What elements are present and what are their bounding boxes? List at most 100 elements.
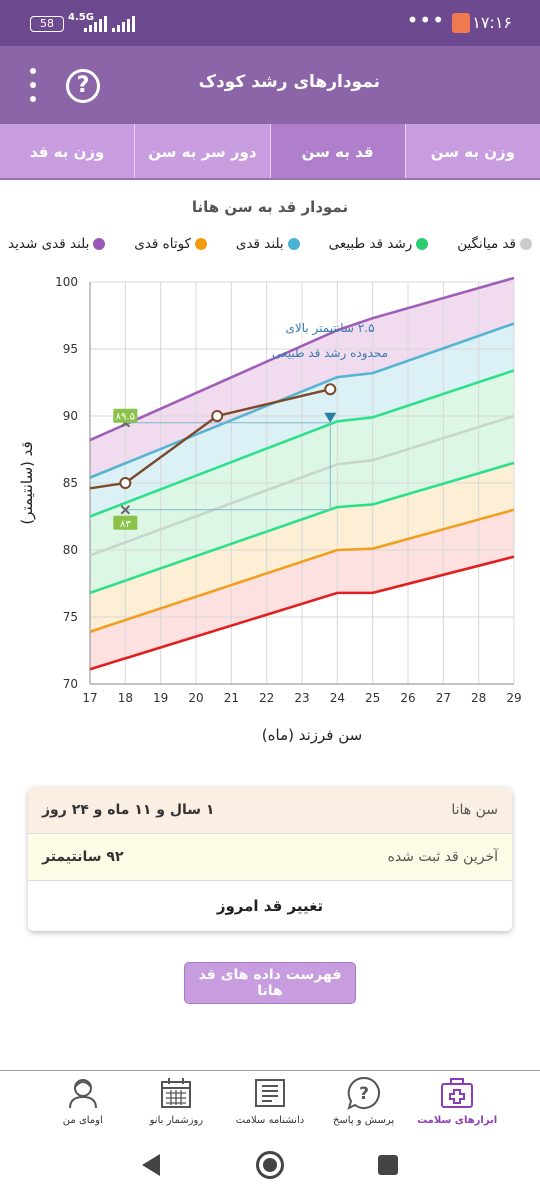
signal-icon — [84, 16, 107, 32]
height-for-age-chart: 17 18 19 20 21 22 23 24 25 26 27 28 29 70 75 80 85 90 95 10… — [18, 275, 522, 744]
last-height-value: ۹۲ سانتیمتر — [42, 849, 124, 865]
tab-weight-for-height[interactable]: وزن به قد — [29, 143, 105, 161]
y-tick-label: 95 — [63, 342, 78, 356]
legend-label: بلند قدی — [235, 236, 284, 252]
chart-legend: بلند قدی شدید کوتاه قدی بلند قدی رشد قد … — [8, 236, 532, 252]
annotation-text-line1: ۲.۵ سانتیمتر بالای — [285, 321, 374, 336]
child-height-point — [324, 383, 337, 396]
nav-health-tools[interactable]: ابزارهای سلامت — [415, 1071, 499, 1141]
medical-kit-icon — [441, 1078, 474, 1108]
age-value: ۱ سال و ۱۱ ماه و ۲۴ روز — [42, 802, 215, 818]
nav-label: اومای من — [62, 1115, 103, 1126]
y-tick-label: 80 — [63, 543, 78, 557]
marker-tag-label: ۸۳ — [120, 519, 131, 530]
recents-icon[interactable] — [378, 1155, 398, 1175]
network-type: 4.5G — [68, 12, 94, 23]
nav-label: دانشنامه سلامت — [235, 1115, 305, 1126]
x-tick-label: 21 — [224, 691, 239, 705]
x-tick-label: 20 — [188, 691, 203, 705]
encyclopedia-icon — [254, 1079, 285, 1107]
marker-tag — [113, 515, 138, 530]
x-tick-label: 23 — [294, 691, 309, 705]
legend-item-average: قد میانگین — [457, 236, 532, 252]
shield-notification-icon — [452, 13, 470, 33]
change-height-button[interactable]: تغییر قد امروز — [28, 881, 512, 931]
legend-label: رشد قد طبیعی — [328, 236, 413, 252]
reference-line-normal-lower — [89, 461, 515, 595]
page-title: نمودارهای رشد کودک — [198, 72, 380, 92]
more-notifications-icon: ••• — [406, 8, 445, 32]
x-tick-label: 22 — [259, 691, 274, 705]
calendar-icon — [161, 1078, 192, 1108]
reference-line-very-tall — [89, 276, 515, 442]
status-time: ۱۷:۱۶ — [472, 13, 512, 32]
nav-label: روزشمار بانو — [149, 1115, 204, 1126]
child-height-line — [89, 388, 331, 490]
x-tick-label: 27 — [436, 691, 451, 705]
child-height-point — [211, 410, 224, 422]
change-height-label: تغییر قد امروز — [216, 897, 324, 915]
chart-title: نمودار قد به سن هانا — [191, 198, 349, 216]
age-label: سن هانا — [451, 802, 498, 818]
tab-head-for-age[interactable]: دور سر به سن — [134, 124, 269, 180]
nav-profile[interactable]: اومای من — [41, 1071, 125, 1141]
signal-2-icon — [112, 16, 135, 32]
x-tick-label: 17 — [82, 691, 97, 705]
nav-questions[interactable]: ? پرسش و پاسخ — [322, 1071, 406, 1141]
marker-cross-icon — [120, 505, 131, 515]
nav-encyclopedia[interactable]: دانشنامه سلامت — [228, 1071, 312, 1141]
back-icon[interactable] — [142, 1154, 160, 1176]
reference-line-short — [89, 508, 515, 633]
x-tick-label: 28 — [471, 691, 486, 705]
reference-line-tall — [89, 322, 515, 479]
legend-item-tall: بلند قدی — [236, 236, 300, 252]
y-tick-label: 90 — [63, 409, 78, 423]
home-icon[interactable] — [256, 1151, 284, 1179]
bottom-nav: ابزارهای سلامت ? پرسش و پاسخ دانشنامه سل… — [0, 1071, 540, 1141]
x-tick-label: 25 — [365, 691, 380, 705]
tab-height-for-age[interactable]: قد به سن — [269, 124, 405, 180]
app-bar: نمودارهای رشد کودک ? — [0, 46, 540, 124]
nav-label: ابزارهای سلامت — [417, 1115, 498, 1126]
y-tick-label: 70 — [63, 677, 78, 691]
tabs-divider — [0, 178, 540, 180]
legend-dot-icon — [93, 238, 106, 250]
x-tick-label: 29 — [506, 691, 521, 705]
tab-weight-for-age[interactable]: وزن به سن — [404, 124, 540, 180]
reference-line-normal-upper — [89, 369, 515, 518]
annotation-text-line2: محدوده رشد قد طبیعی — [272, 346, 388, 361]
child-height-point — [119, 477, 132, 489]
status-bar: ۱۷:۱۶ ••• 58 4.5G — [0, 0, 540, 46]
bottom-nav-divider — [0, 1070, 540, 1071]
legend-label: بلند قدی شدید — [8, 236, 90, 252]
height-list-button[interactable]: فهرست داده های قد هانا — [184, 962, 356, 1004]
help-icon[interactable]: ? — [66, 69, 100, 103]
y-tick-label: 85 — [63, 476, 78, 490]
nav-label: پرسش و پاسخ — [332, 1115, 395, 1126]
nav-calendar[interactable]: روزشمار بانو — [134, 1071, 218, 1141]
x-axis-label: سن فرزند (ماه) — [262, 726, 362, 744]
age-row: سن هانا ۱ سال و ۱۱ ماه و ۲۴ روز — [28, 787, 512, 834]
marker-tag-label: ۸۹.۵ — [116, 412, 135, 423]
system-nav-bar — [0, 1140, 540, 1200]
svg-text:?: ? — [359, 1084, 369, 1104]
question-bubble-icon: ? — [346, 1076, 380, 1110]
info-card: سن هانا ۱ سال و ۱۱ ماه و ۲۴ روز آخرین قد… — [28, 787, 512, 931]
y-tick-label: 75 — [63, 610, 78, 624]
legend-dot-icon — [520, 238, 532, 250]
y-tick-label: 100 — [55, 275, 78, 289]
last-height-label: آخرین قد ثبت شده — [387, 849, 499, 865]
legend-dot-icon — [287, 238, 300, 250]
legend-label: قد میانگین — [457, 236, 516, 252]
x-tick-label: 26 — [400, 691, 415, 705]
legend-label: کوتاه قدی — [134, 236, 192, 252]
battery-icon: 58 — [30, 16, 64, 32]
x-tick-label: 18 — [118, 691, 133, 705]
reference-line-very-short — [89, 555, 515, 671]
x-tick-label: 24 — [330, 691, 345, 705]
chart-tabs: وزن به سن قد به سن دور سر به سن وزن به ق… — [0, 124, 540, 180]
legend-dot-icon — [195, 238, 208, 250]
y-axis-label: قد (سانتیمتر) — [18, 441, 36, 524]
marker-tag — [113, 408, 138, 423]
overflow-menu-icon[interactable] — [28, 68, 38, 102]
